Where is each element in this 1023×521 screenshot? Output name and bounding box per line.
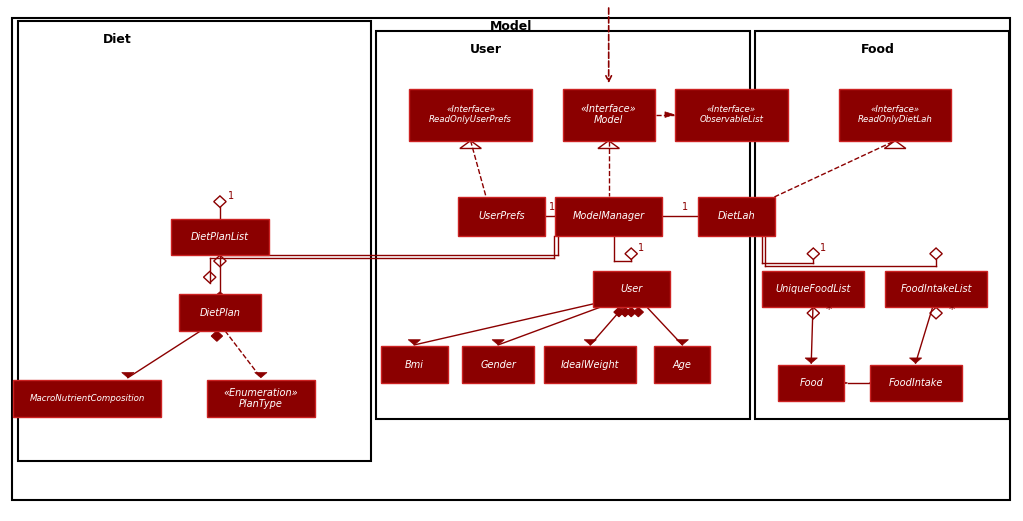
FancyBboxPatch shape [13,380,162,417]
Text: 1: 1 [548,202,554,212]
Text: Food: Food [860,43,895,56]
Polygon shape [408,340,420,345]
Polygon shape [214,292,226,297]
FancyBboxPatch shape [655,346,711,383]
Text: DietPlanList: DietPlanList [191,232,249,242]
FancyBboxPatch shape [593,271,669,307]
Text: 1: 1 [820,243,827,253]
Text: User: User [620,284,642,294]
Bar [376,31,750,419]
Polygon shape [633,307,643,317]
Text: Gender: Gender [480,359,517,370]
Text: *: * [948,303,954,316]
Text: MacroNutrientComposition: MacroNutrientComposition [30,394,144,403]
Polygon shape [122,373,134,378]
FancyBboxPatch shape [839,89,951,141]
FancyBboxPatch shape [779,365,845,401]
Text: Bmi: Bmi [405,359,424,370]
Text: «Interface»
Model: «Interface» Model [581,104,636,126]
Text: DietLah: DietLah [718,211,755,221]
FancyBboxPatch shape [563,89,655,141]
Polygon shape [614,307,624,317]
Text: UserPrefs: UserPrefs [478,211,525,221]
Bar [18,21,371,461]
Polygon shape [665,112,674,117]
Text: UniqueFoodList: UniqueFoodList [775,284,851,294]
FancyBboxPatch shape [458,197,544,235]
FancyBboxPatch shape [698,197,775,235]
Polygon shape [676,340,688,345]
FancyBboxPatch shape [171,219,268,255]
FancyBboxPatch shape [885,271,987,307]
Text: *: * [199,243,206,256]
Polygon shape [837,380,847,386]
Text: DietPlan: DietPlan [199,307,240,318]
Text: IdealWeight: IdealWeight [561,359,620,370]
FancyBboxPatch shape [762,271,864,307]
Text: «Enumeration»
PlanType: «Enumeration» PlanType [224,388,298,410]
FancyBboxPatch shape [462,346,534,383]
FancyBboxPatch shape [179,294,261,331]
Polygon shape [626,307,636,317]
FancyBboxPatch shape [207,380,315,417]
Text: «Interface»
ReadOnlyDietLah: «Interface» ReadOnlyDietLah [857,105,933,125]
Text: Model: Model [490,20,533,32]
Text: 1: 1 [638,243,644,253]
Polygon shape [584,340,596,345]
FancyBboxPatch shape [554,197,663,235]
Text: 1: 1 [228,191,234,201]
Text: «Interface»
ObservableList: «Interface» ObservableList [700,105,763,125]
Text: *: * [826,303,832,316]
Polygon shape [492,340,504,345]
Text: FoodIntakeList: FoodIntakeList [900,284,972,294]
Polygon shape [255,373,267,378]
FancyBboxPatch shape [544,346,636,383]
Text: «Interface»
ReadOnlyUserPrefs: «Interface» ReadOnlyUserPrefs [429,105,513,125]
Polygon shape [870,380,890,386]
Bar [755,31,1009,419]
Polygon shape [620,307,630,317]
Polygon shape [909,358,922,363]
Text: Diet: Diet [103,33,132,45]
Text: User: User [470,43,502,56]
Text: Age: Age [673,359,692,370]
Polygon shape [211,331,223,341]
Text: ModelManager: ModelManager [573,211,644,221]
Text: Food: Food [799,378,824,388]
FancyBboxPatch shape [382,346,448,383]
FancyBboxPatch shape [409,89,532,141]
Text: FoodIntake: FoodIntake [888,378,943,388]
Polygon shape [805,358,817,363]
Text: 1: 1 [681,202,687,212]
FancyBboxPatch shape [675,89,788,141]
FancyBboxPatch shape [870,365,962,401]
